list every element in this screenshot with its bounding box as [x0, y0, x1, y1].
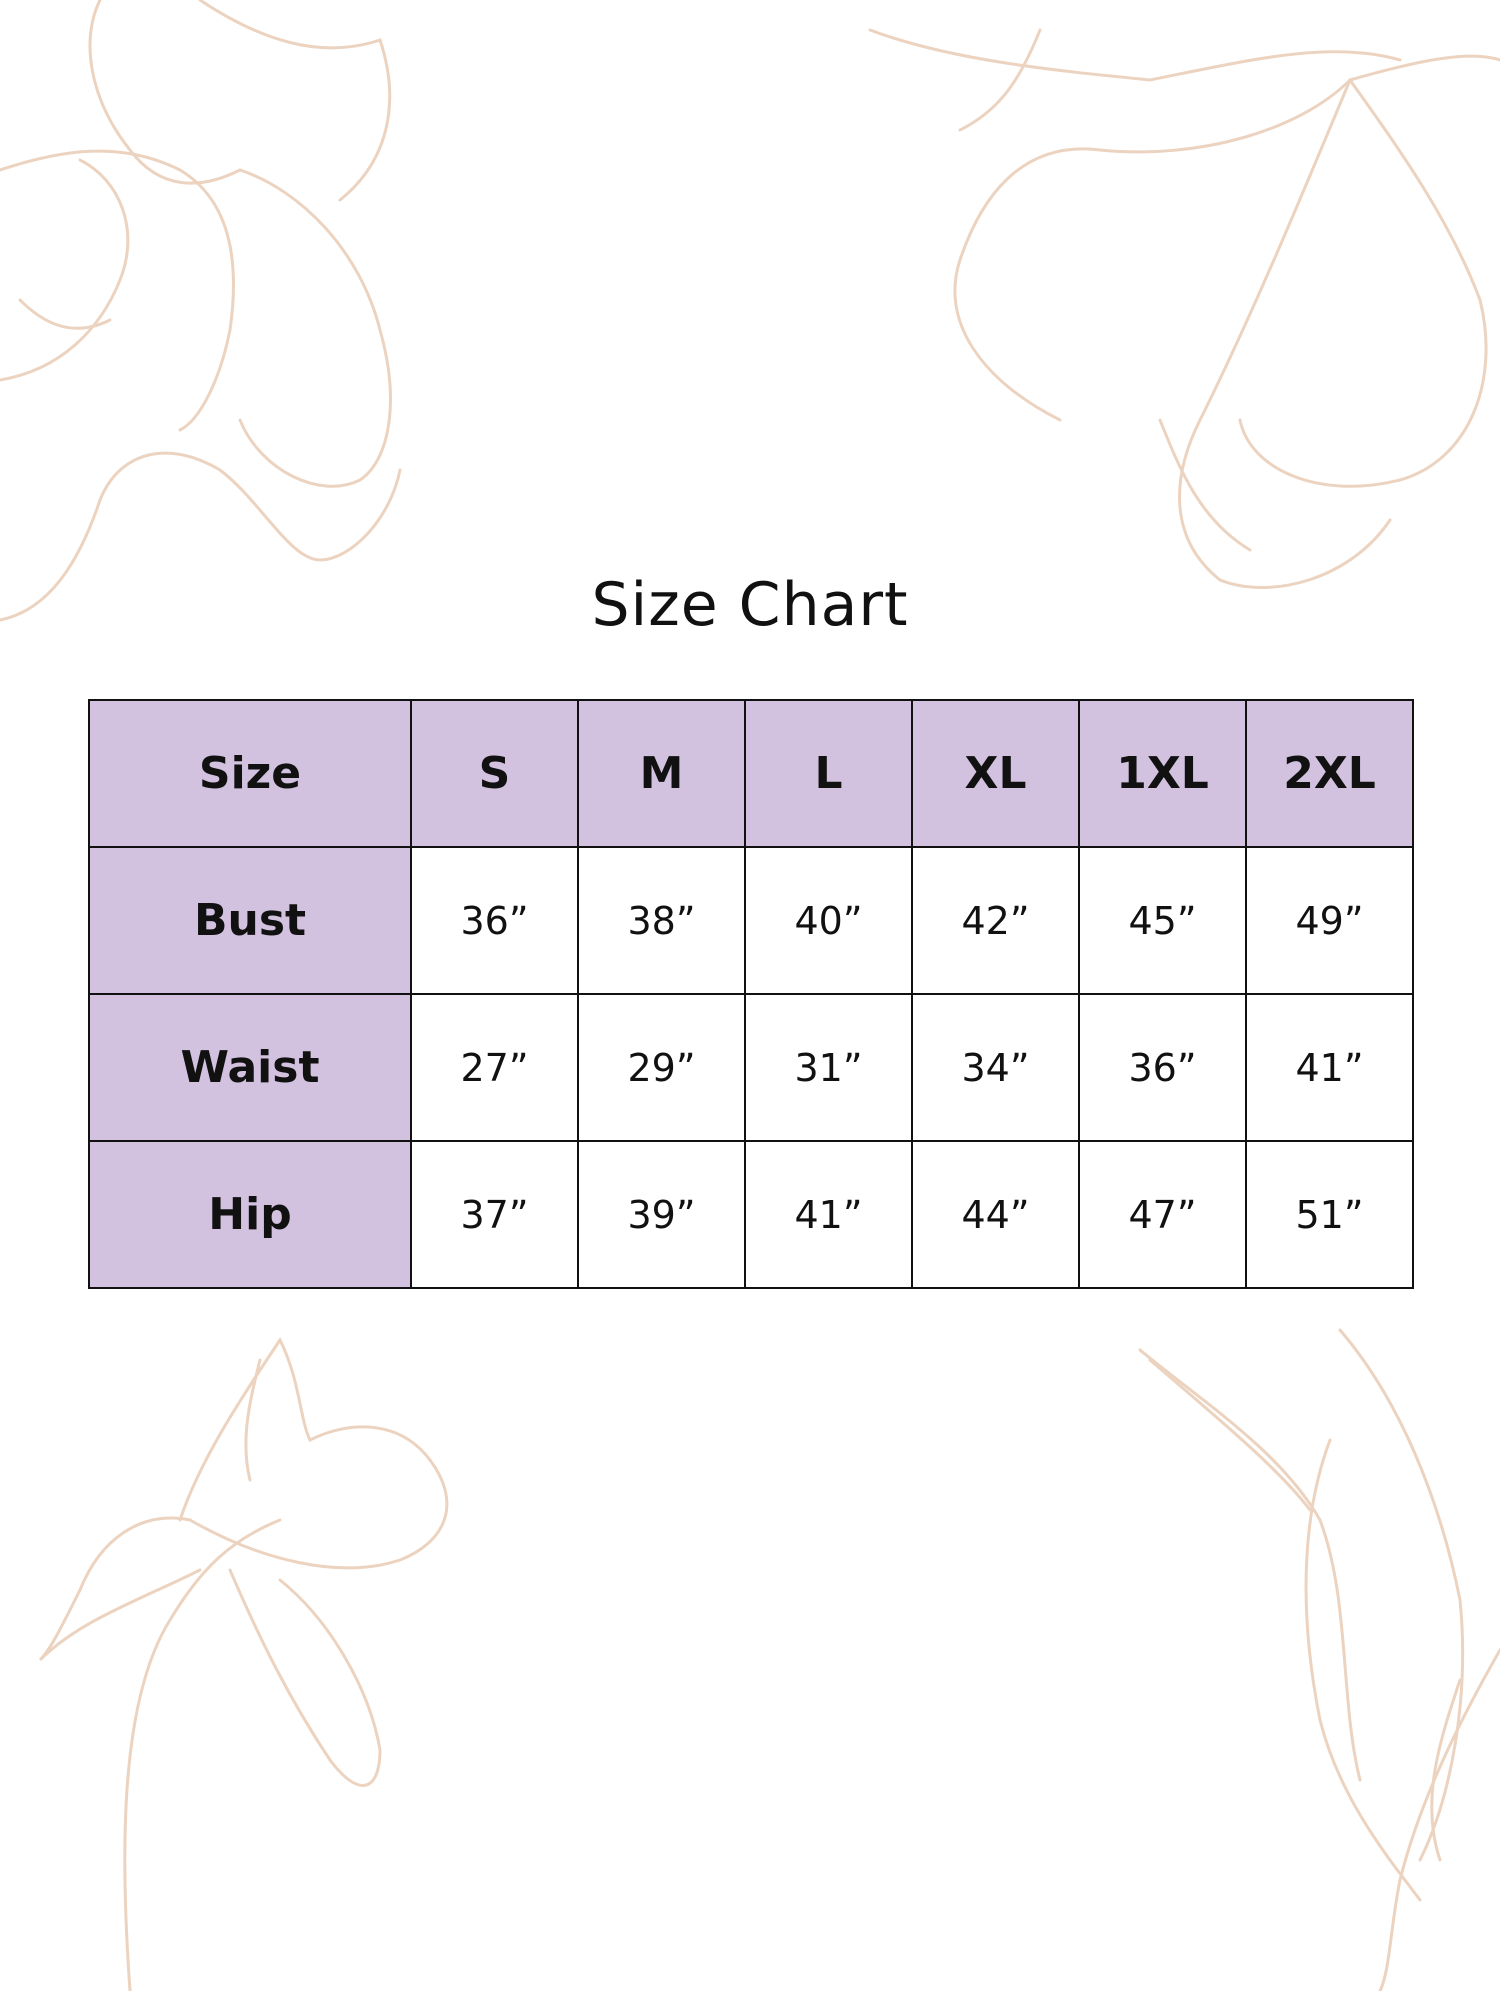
- header-cell: XL: [911, 699, 1080, 848]
- table-cell: 44”: [911, 1140, 1080, 1289]
- table-cell: 45”: [1078, 846, 1247, 995]
- table-cell: 41”: [744, 1140, 913, 1289]
- table-cell: 36”: [1078, 993, 1247, 1142]
- header-cell: M: [577, 699, 746, 848]
- table-row: Bust 36” 38” 40” 42” 45” 49”: [88, 846, 1414, 995]
- flower-bottom-right: [1138, 1328, 1500, 1991]
- row-label: Waist: [88, 993, 412, 1142]
- header-cell: 2XL: [1245, 699, 1414, 848]
- table-cell: 37”: [410, 1140, 579, 1289]
- row-label: Hip: [88, 1140, 412, 1289]
- table-cell: 34”: [911, 993, 1080, 1142]
- table-row: Hip 37” 39” 41” 44” 47” 51”: [88, 1140, 1414, 1289]
- table-header-row: Size S M L XL 1XL 2XL: [88, 699, 1414, 848]
- table-cell: 51”: [1245, 1140, 1414, 1289]
- table-cell: 36”: [410, 846, 579, 995]
- table-cell: 40”: [744, 846, 913, 995]
- header-cell: L: [744, 699, 913, 848]
- table-cell: 38”: [577, 846, 746, 995]
- flower-top-left: [0, 0, 402, 622]
- flower-bottom-left: [38, 1337, 449, 1991]
- table-cell: 47”: [1078, 1140, 1247, 1289]
- table-cell: 29”: [577, 993, 746, 1142]
- table-cell: 27”: [410, 993, 579, 1142]
- header-cell: Size: [88, 699, 412, 848]
- table-row: Waist 27” 29” 31” 34” 36” 41”: [88, 993, 1414, 1142]
- table-cell: 42”: [911, 846, 1080, 995]
- table-cell: 49”: [1245, 846, 1414, 995]
- flower-top-right: [868, 28, 1500, 589]
- table-cell: 31”: [744, 993, 913, 1142]
- table-cell: 41”: [1245, 993, 1414, 1142]
- size-chart-table: Size S M L XL 1XL 2XL Bust 36” 38” 40” 4…: [88, 699, 1414, 1289]
- page-title: Size Chart: [591, 570, 909, 640]
- header-cell: 1XL: [1078, 699, 1247, 848]
- row-label: Bust: [88, 846, 412, 995]
- header-cell: S: [410, 699, 579, 848]
- table-cell: 39”: [577, 1140, 746, 1289]
